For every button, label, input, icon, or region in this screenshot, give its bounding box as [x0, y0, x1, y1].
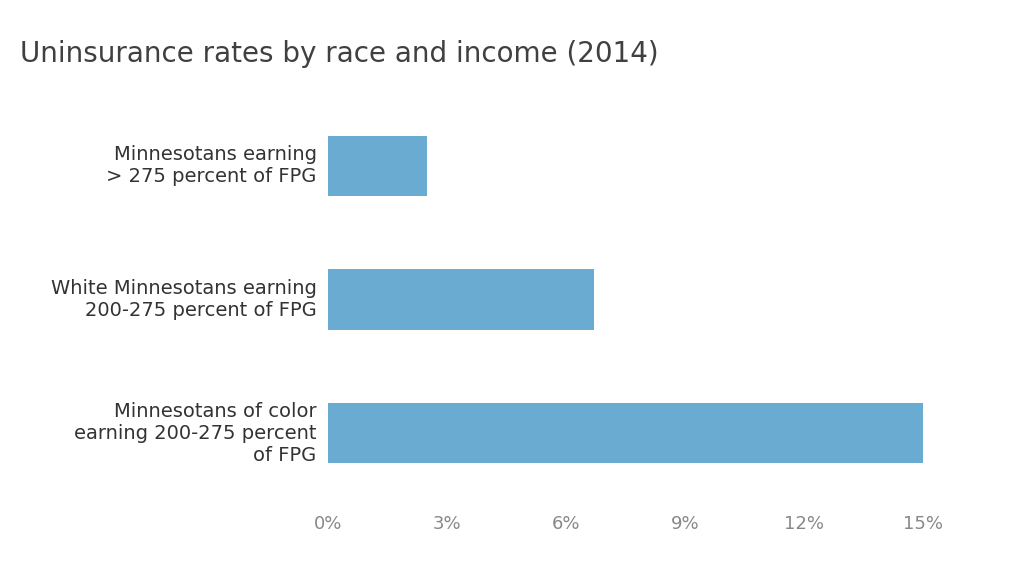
Bar — [328, 270, 594, 329]
Bar — [328, 403, 924, 464]
Bar — [328, 135, 427, 196]
Text: Uninsurance rates by race and income (2014): Uninsurance rates by race and income (20… — [20, 40, 659, 69]
